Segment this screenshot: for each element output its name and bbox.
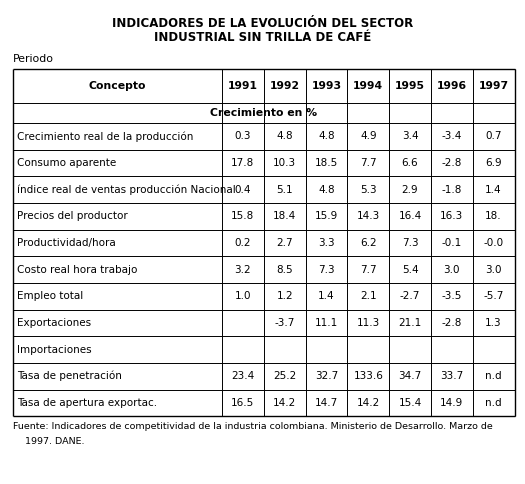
Text: 6.9: 6.9 bbox=[485, 158, 502, 168]
Text: 1996: 1996 bbox=[437, 81, 467, 91]
Text: Concepto: Concepto bbox=[89, 81, 146, 91]
Text: 14.9: 14.9 bbox=[440, 398, 464, 408]
Text: 5.1: 5.1 bbox=[276, 184, 293, 195]
Text: 6.2: 6.2 bbox=[360, 238, 376, 248]
Text: 0.3: 0.3 bbox=[235, 131, 251, 141]
Text: 14.2: 14.2 bbox=[273, 398, 296, 408]
Text: Productividad/hora: Productividad/hora bbox=[17, 238, 116, 248]
Text: 14.3: 14.3 bbox=[356, 211, 380, 221]
Text: 7.7: 7.7 bbox=[360, 265, 376, 274]
Text: Importaciones: Importaciones bbox=[17, 345, 91, 355]
Text: 1997: 1997 bbox=[479, 81, 509, 91]
Text: 5.3: 5.3 bbox=[360, 184, 376, 195]
Text: Crecimiento real de la producción: Crecimiento real de la producción bbox=[17, 131, 193, 141]
Text: 18.4: 18.4 bbox=[273, 211, 296, 221]
Text: 23.4: 23.4 bbox=[232, 371, 255, 381]
Text: n.d: n.d bbox=[485, 398, 502, 408]
Text: Tasa de penetración: Tasa de penetración bbox=[17, 371, 122, 381]
Text: 1.3: 1.3 bbox=[485, 318, 502, 328]
Text: Exportaciones: Exportaciones bbox=[17, 318, 91, 328]
Text: 4.8: 4.8 bbox=[318, 131, 335, 141]
Text: 3.0: 3.0 bbox=[444, 265, 460, 274]
Text: 16.4: 16.4 bbox=[398, 211, 422, 221]
Text: 1.0: 1.0 bbox=[235, 291, 251, 301]
Text: 3.3: 3.3 bbox=[318, 238, 335, 248]
Text: -5.7: -5.7 bbox=[484, 291, 504, 301]
Text: 16.3: 16.3 bbox=[440, 211, 464, 221]
Text: INDUSTRIAL SIN TRILLA DE CAFÉ: INDUSTRIAL SIN TRILLA DE CAFÉ bbox=[154, 31, 371, 45]
Text: 21.1: 21.1 bbox=[398, 318, 422, 328]
Text: -0.0: -0.0 bbox=[484, 238, 503, 248]
Text: 14.7: 14.7 bbox=[315, 398, 338, 408]
Text: 15.4: 15.4 bbox=[398, 398, 422, 408]
Text: 15.8: 15.8 bbox=[232, 211, 255, 221]
Text: 1992: 1992 bbox=[270, 81, 300, 91]
Text: 18.: 18. bbox=[485, 211, 502, 221]
Text: 4.8: 4.8 bbox=[276, 131, 293, 141]
Text: 7.7: 7.7 bbox=[360, 158, 376, 168]
Text: índice real de ventas producción Nacional: índice real de ventas producción Naciona… bbox=[17, 184, 236, 195]
Text: 1993: 1993 bbox=[311, 81, 342, 91]
Text: -3.5: -3.5 bbox=[442, 291, 462, 301]
Text: 34.7: 34.7 bbox=[398, 371, 422, 381]
Text: 4.9: 4.9 bbox=[360, 131, 376, 141]
Text: 2.1: 2.1 bbox=[360, 291, 376, 301]
Text: 14.2: 14.2 bbox=[356, 398, 380, 408]
Text: Precios del productor: Precios del productor bbox=[17, 211, 128, 221]
Text: -3.7: -3.7 bbox=[275, 318, 295, 328]
Text: 5.4: 5.4 bbox=[402, 265, 418, 274]
Text: 6.6: 6.6 bbox=[402, 158, 418, 168]
Text: -0.1: -0.1 bbox=[442, 238, 462, 248]
Text: 1997. DANE.: 1997. DANE. bbox=[13, 437, 85, 446]
Text: 3.2: 3.2 bbox=[235, 265, 251, 274]
Text: 32.7: 32.7 bbox=[315, 371, 338, 381]
Text: 0.2: 0.2 bbox=[235, 238, 251, 248]
Text: 1991: 1991 bbox=[228, 81, 258, 91]
Text: 7.3: 7.3 bbox=[318, 265, 335, 274]
Text: 18.5: 18.5 bbox=[315, 158, 338, 168]
Text: 133.6: 133.6 bbox=[353, 371, 383, 381]
Text: 25.2: 25.2 bbox=[273, 371, 296, 381]
Text: 33.7: 33.7 bbox=[440, 371, 464, 381]
Text: -2.7: -2.7 bbox=[400, 291, 420, 301]
Text: 1994: 1994 bbox=[353, 81, 383, 91]
Text: 4.8: 4.8 bbox=[318, 184, 335, 195]
Text: 3.0: 3.0 bbox=[485, 265, 502, 274]
Text: Fuente: Indicadores de competitividad de la industria colombiana. Ministerio de : Fuente: Indicadores de competitividad de… bbox=[13, 422, 493, 431]
Text: 1.4: 1.4 bbox=[318, 291, 335, 301]
Text: 7.3: 7.3 bbox=[402, 238, 418, 248]
Text: 2.9: 2.9 bbox=[402, 184, 418, 195]
Text: 11.1: 11.1 bbox=[315, 318, 338, 328]
Text: Empleo total: Empleo total bbox=[17, 291, 83, 301]
Text: 16.5: 16.5 bbox=[232, 398, 255, 408]
Text: 1.4: 1.4 bbox=[485, 184, 502, 195]
Text: 0.4: 0.4 bbox=[235, 184, 251, 195]
Text: Crecimiento en %: Crecimiento en % bbox=[210, 108, 318, 118]
Text: 1995: 1995 bbox=[395, 81, 425, 91]
Text: 3.4: 3.4 bbox=[402, 131, 418, 141]
Text: 15.9: 15.9 bbox=[315, 211, 338, 221]
Text: 11.3: 11.3 bbox=[356, 318, 380, 328]
Text: -2.8: -2.8 bbox=[442, 158, 462, 168]
Text: 17.8: 17.8 bbox=[232, 158, 255, 168]
Text: n.d: n.d bbox=[485, 371, 502, 381]
Text: -3.4: -3.4 bbox=[442, 131, 462, 141]
Text: 1.2: 1.2 bbox=[276, 291, 293, 301]
Text: 8.5: 8.5 bbox=[276, 265, 293, 274]
Text: Periodo: Periodo bbox=[13, 54, 54, 64]
Text: INDICADORES DE LA EVOLUCIÓN DEL SECTOR: INDICADORES DE LA EVOLUCIÓN DEL SECTOR bbox=[112, 17, 413, 30]
Text: Consumo aparente: Consumo aparente bbox=[17, 158, 116, 168]
Text: Tasa de apertura exportac.: Tasa de apertura exportac. bbox=[17, 398, 157, 408]
Text: 10.3: 10.3 bbox=[273, 158, 296, 168]
Text: Costo real hora trabajo: Costo real hora trabajo bbox=[17, 265, 137, 274]
Text: -1.8: -1.8 bbox=[442, 184, 462, 195]
Text: 0.7: 0.7 bbox=[485, 131, 502, 141]
Text: -2.8: -2.8 bbox=[442, 318, 462, 328]
Text: 2.7: 2.7 bbox=[276, 238, 293, 248]
